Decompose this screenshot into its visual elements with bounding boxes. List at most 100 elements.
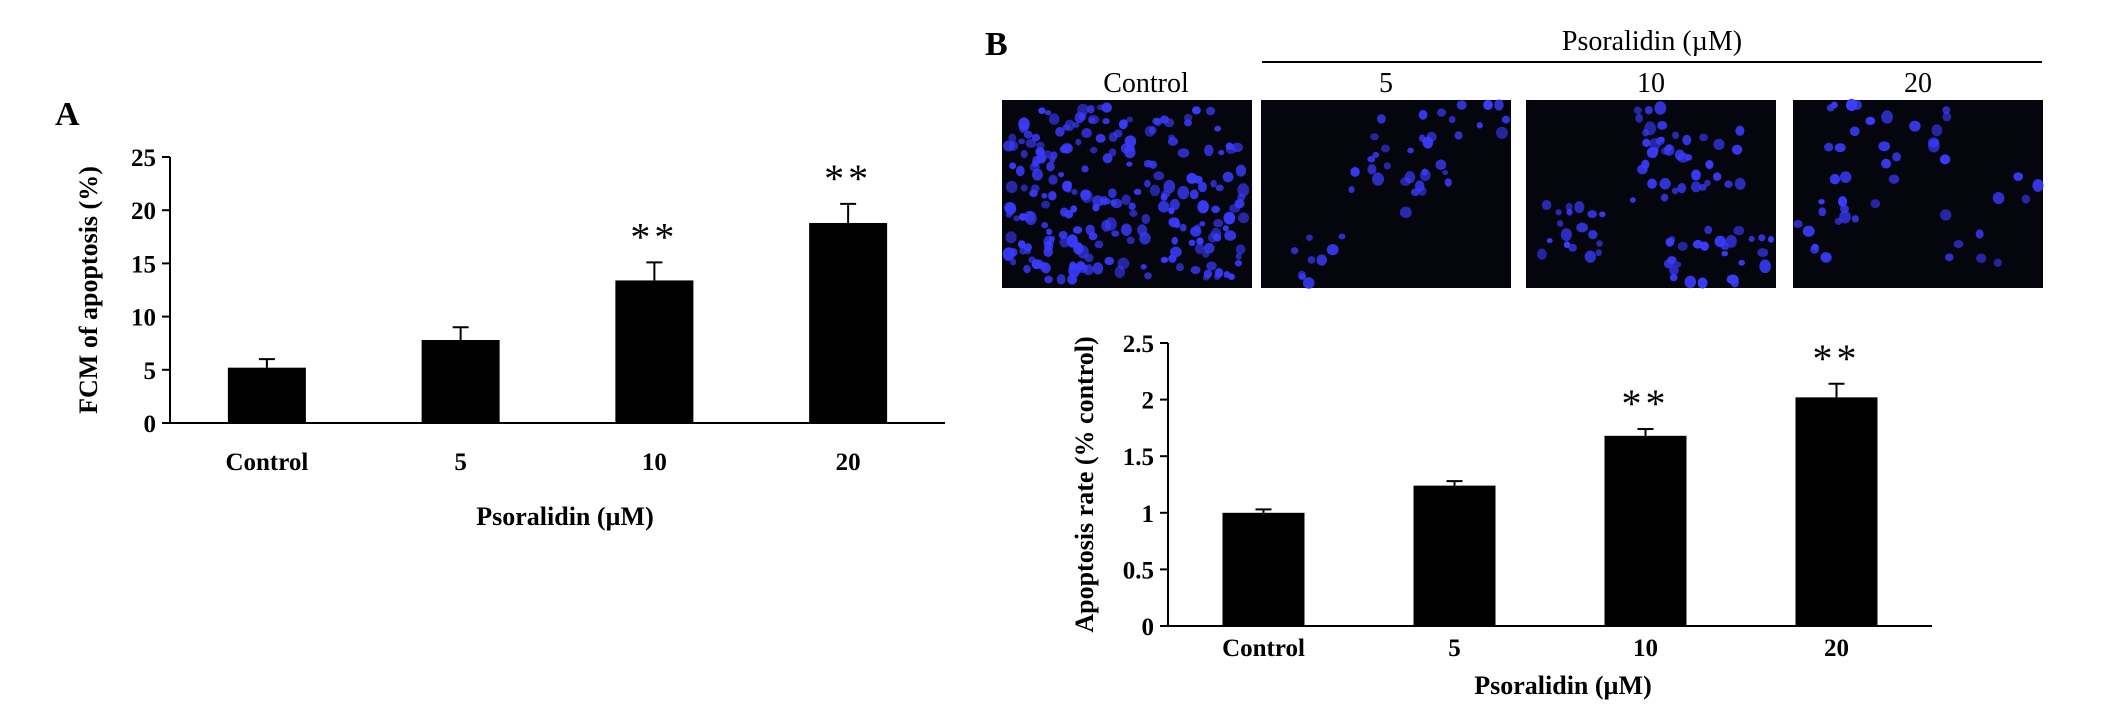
nucleus	[1818, 199, 1825, 205]
microscopy-panel-20	[1793, 98, 2044, 288]
nucleus	[1348, 186, 1355, 194]
nucleus	[1659, 177, 1671, 190]
nucleus	[1829, 173, 1841, 185]
nucleus	[1647, 178, 1657, 189]
nucleus	[1101, 102, 1112, 113]
nucleus	[1041, 200, 1051, 209]
x-tick-label: Control	[225, 449, 308, 476]
nucleus	[1372, 172, 1385, 186]
nucleus	[1444, 178, 1452, 187]
nucleus	[1110, 199, 1117, 207]
nucleus	[1720, 243, 1730, 251]
nucleus	[1892, 152, 1901, 162]
nucleus	[1881, 158, 1892, 169]
nucleus	[1350, 166, 1360, 177]
nucleus	[1023, 264, 1031, 274]
nucleus	[1757, 248, 1769, 258]
y-tick-label: 0	[1142, 614, 1155, 641]
nucleus	[1121, 223, 1132, 236]
y-tick-label: 1.5	[1123, 444, 1154, 471]
nucleus	[1496, 126, 1508, 139]
nucleus	[1009, 162, 1017, 170]
nucleus	[1642, 138, 1651, 147]
nucleus	[1036, 141, 1045, 150]
nucleus	[1030, 184, 1040, 193]
y-tick-label: 1	[1142, 501, 1155, 528]
nucleus	[1023, 210, 1035, 223]
nucleus	[1697, 277, 1708, 289]
nucleus	[1677, 241, 1688, 251]
nucleus	[1179, 223, 1187, 232]
nucleus	[1976, 253, 1987, 263]
nucleus	[1085, 224, 1095, 236]
nucleus	[1044, 275, 1053, 284]
x-tick-label: 10	[642, 449, 667, 476]
nucleus	[1168, 134, 1175, 140]
nucleus	[1203, 242, 1215, 254]
nucleus	[1669, 265, 1679, 276]
x-tick-label: 20	[836, 449, 861, 476]
nucleus	[2021, 194, 2031, 204]
x-tick-label: 10	[1633, 635, 1658, 662]
panel-a-chart: 0 5 10 15 20 25 Control 5 10 ** 20 ** Psoralidin (µM…	[74, 145, 945, 531]
microscopy-images	[1002, 98, 2044, 289]
nucleus	[1584, 250, 1596, 263]
nucleus	[1541, 199, 1552, 210]
nucleus	[1942, 106, 1951, 115]
nucleus	[1020, 149, 1028, 158]
nucleus	[1070, 205, 1078, 213]
nucleus	[1104, 256, 1115, 266]
nucleus	[1205, 106, 1216, 116]
nucleus	[1225, 145, 1237, 154]
nucleus	[1223, 270, 1231, 279]
image-label-20: 20	[1904, 68, 1932, 99]
nucleus	[1234, 260, 1243, 267]
significance-marker: **	[630, 214, 678, 259]
nucleus	[1144, 272, 1152, 280]
nucleus	[1072, 226, 1083, 234]
nucleus	[1837, 196, 1848, 207]
nucleus	[1090, 146, 1098, 154]
nucleus	[1975, 229, 1984, 239]
bar-20	[809, 222, 888, 423]
y-tick-label: 2	[1142, 388, 1155, 415]
nucleus	[1020, 184, 1028, 192]
nucleus	[1305, 234, 1313, 241]
nucleus	[1031, 133, 1041, 142]
nucleus	[1629, 197, 1636, 203]
nucleus	[1418, 109, 1428, 120]
nucleus	[1194, 224, 1201, 232]
nucleus	[1107, 188, 1117, 199]
nucleus	[1199, 221, 1206, 227]
nucleus	[1646, 147, 1658, 159]
nucleus	[1399, 206, 1412, 219]
nucleus	[1485, 102, 1492, 109]
nucleus	[1574, 201, 1585, 214]
nucleus	[1081, 128, 1092, 139]
nucleus	[1061, 180, 1072, 192]
nucleus	[1002, 140, 1015, 152]
nucleus	[1058, 172, 1065, 178]
nucleus	[1197, 181, 1207, 193]
nucleus	[1712, 172, 1722, 181]
nucleus	[1050, 151, 1058, 160]
y-axis-title: FCM of apoptosis (%)	[74, 166, 103, 414]
nucleus	[1699, 183, 1707, 191]
nucleus	[1297, 270, 1306, 281]
nucleus	[1992, 192, 2005, 205]
nucleus	[1043, 246, 1054, 257]
nucleus	[1204, 144, 1214, 157]
nucleus	[1669, 273, 1678, 282]
nucleus	[1654, 101, 1667, 115]
nucleus	[1699, 133, 1708, 142]
nucleus	[1229, 203, 1241, 213]
nucleus	[1436, 108, 1447, 117]
bar-5	[421, 340, 500, 423]
nucleus	[1214, 125, 1221, 132]
nucleus	[1568, 243, 1577, 252]
nucleus	[1448, 115, 1456, 124]
image-label-control: Control	[1103, 68, 1189, 99]
bar-10	[615, 280, 694, 423]
nucleus	[1367, 164, 1377, 175]
